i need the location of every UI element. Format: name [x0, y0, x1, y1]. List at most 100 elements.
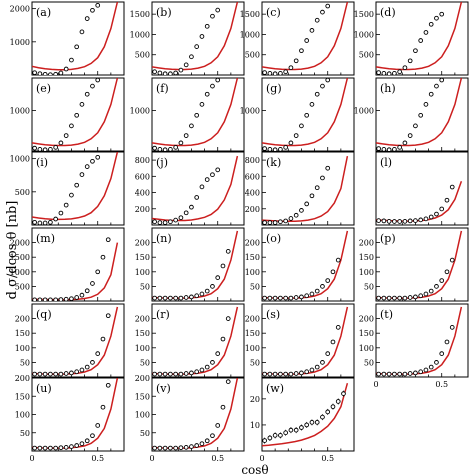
data-point: [288, 295, 294, 301]
y-tick-label: 1000: [354, 106, 374, 115]
data-point: [272, 433, 278, 438]
data-point: [215, 167, 221, 173]
y-tick-label: 200: [15, 315, 30, 324]
data-point: [204, 23, 210, 29]
panel-label: (n): [156, 232, 172, 245]
data-point: [215, 7, 221, 13]
x-tick-label: 0.5: [435, 380, 448, 389]
data-point: [434, 360, 439, 365]
panel-e: 1000 (e): [10, 77, 125, 152]
data-point: [173, 371, 179, 377]
data-point: [173, 145, 179, 150]
data-point: [100, 336, 106, 342]
data-point: [444, 269, 450, 275]
data-point: [309, 291, 315, 297]
data-point: [262, 70, 267, 75]
data-point: [84, 288, 90, 294]
data-point: [439, 11, 445, 17]
data-point: [189, 204, 194, 210]
y-tick-label: 500: [15, 282, 30, 291]
data-point: [309, 102, 315, 107]
y-tick-label: 1000: [10, 38, 30, 47]
data-point: [418, 293, 424, 299]
data-point: [84, 364, 90, 370]
data-point: [42, 297, 48, 301]
model-curve: [32, 2, 119, 71]
data-point: [157, 371, 163, 377]
panel-label: (c): [266, 6, 281, 19]
data-point: [69, 296, 74, 301]
y-tick-label: 2000: [10, 5, 30, 14]
data-point: [42, 371, 48, 377]
data-point: [341, 391, 346, 396]
data-point: [162, 295, 168, 301]
data-point: [434, 211, 439, 217]
panel-label: (p): [380, 232, 396, 245]
data-point: [402, 65, 408, 71]
data-point: [199, 102, 205, 107]
data-point: [304, 422, 310, 428]
panel-label: (r): [156, 308, 170, 321]
data-point: [283, 430, 289, 436]
panel-b: 500 1000 1500 (b): [130, 1, 245, 76]
data-point: [325, 278, 331, 283]
data-point: [267, 435, 273, 441]
data-point: [225, 249, 231, 254]
data-point: [423, 30, 429, 35]
y-tick-label: 800: [135, 156, 150, 165]
data-point: [58, 371, 64, 377]
data-point: [449, 184, 455, 190]
data-point: [320, 414, 325, 420]
data-point: [37, 297, 43, 301]
data-point: [204, 288, 210, 294]
data-point: [204, 177, 210, 182]
y-tick-label: 50: [140, 358, 150, 367]
data-point: [194, 195, 200, 200]
data-point: [288, 427, 294, 433]
data-point: [330, 404, 336, 410]
panel-frame: [261, 377, 355, 452]
data-point: [183, 445, 189, 450]
data-point: [397, 69, 403, 75]
data-point: [74, 44, 80, 50]
data-point: [293, 133, 299, 138]
y-tick-label: 1500: [130, 10, 150, 19]
panel-frame: [375, 227, 469, 302]
data-point: [210, 433, 215, 439]
y-tick-label: 10: [250, 421, 260, 430]
data-point: [74, 182, 80, 188]
data-point: [283, 69, 289, 75]
data-point: [199, 291, 205, 297]
y-tick-label: 1000: [240, 106, 260, 115]
panel-frame: [261, 1, 355, 76]
panel-label: (t): [380, 308, 393, 321]
data-point: [376, 295, 381, 301]
x-tick-label: 0: [29, 454, 34, 463]
panel-label: (v): [156, 382, 171, 395]
data-point: [152, 69, 157, 75]
panel-frame: [31, 1, 125, 76]
data-point: [293, 212, 299, 218]
data-point: [168, 371, 173, 377]
data-point: [449, 257, 455, 263]
data-point: [309, 419, 315, 425]
data-point: [392, 371, 397, 377]
data-point: [262, 220, 267, 225]
data-point: [267, 220, 273, 225]
data-point: [32, 297, 37, 301]
y-tick-label: 50: [364, 282, 374, 291]
data-point: [48, 297, 53, 301]
y-tick-label: 400: [135, 189, 150, 198]
panel-f: 1000 (f): [130, 77, 245, 152]
panel-label: (i): [36, 156, 48, 169]
model-curve: [32, 152, 119, 221]
data-point: [278, 295, 283, 301]
data-point: [189, 54, 194, 60]
y-tick-label: 50: [140, 282, 150, 291]
data-point: [178, 67, 184, 73]
y-tick-label: 50: [20, 429, 30, 438]
data-point: [278, 71, 283, 75]
data-point: [204, 91, 210, 97]
data-point: [309, 28, 315, 33]
data-point: [320, 83, 325, 89]
